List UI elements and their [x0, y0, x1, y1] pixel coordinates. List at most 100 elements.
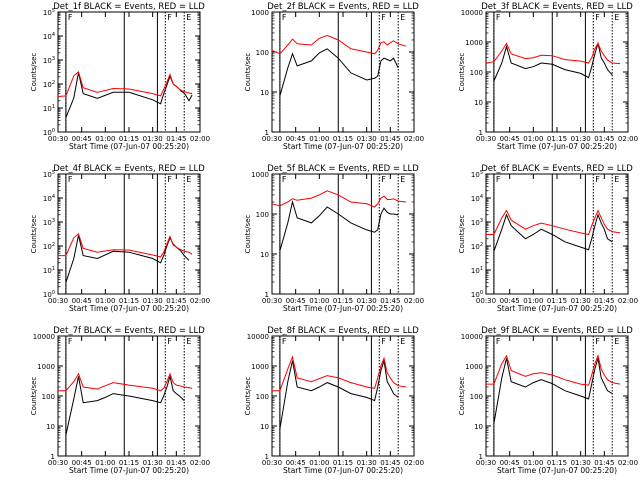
y-axis-label: Counts/sec — [458, 53, 466, 92]
y-tick-exponent: 4 — [52, 194, 55, 200]
x-tick-label: 01:30 — [143, 459, 163, 467]
y-axis-label: Counts/sec — [458, 377, 466, 416]
y-tick-label: 105 — [43, 8, 55, 17]
y-tick-label: 100 — [42, 393, 55, 401]
plot-frame — [485, 173, 629, 295]
series-line-lld — [58, 372, 193, 392]
x-tick-label: 00:45 — [286, 297, 306, 305]
panel-1: Det_1f BLACK = Events, RED = LLD10010110… — [30, 2, 210, 151]
y-axis-label: Counts/sec — [30, 377, 38, 416]
x-tick-label: 01:30 — [143, 135, 163, 143]
marker-label: E — [400, 175, 405, 184]
x-axis-label: Start Time (07-Jun-07 00:25:20) — [497, 304, 617, 313]
y-axis-label: Counts/sec — [30, 53, 38, 92]
marker-label: E — [614, 175, 619, 184]
x-tick-label: 00:30 — [476, 459, 496, 467]
y-tick-exponent: 5 — [480, 170, 483, 176]
plot-frame — [57, 11, 201, 133]
panel-title: Det_9f BLACK = Events, RED = LLD — [481, 326, 633, 336]
panel-5: Det_5f BLACK = Events, RED = LLD 1 10 100 10… — [244, 164, 424, 313]
x-tick-label: 01:45 — [166, 135, 186, 143]
y-tick-label: 100 — [256, 49, 269, 57]
x-tick-label: 01:30 — [357, 297, 377, 305]
marker-label: F — [68, 337, 73, 346]
series-line-events — [493, 41, 613, 82]
plot-frame — [271, 335, 415, 457]
y-tick-label: 10000 — [461, 333, 483, 341]
x-tick-label: 01:45 — [380, 297, 400, 305]
y-tick-label: 100 — [256, 393, 269, 401]
panel-title: Det_1f BLACK = Events, RED = LLD — [53, 2, 205, 12]
x-tick-label: 01:15 — [333, 297, 353, 305]
x-tick-label: 01:15 — [333, 135, 353, 143]
x-tick-label: 02:00 — [618, 135, 638, 143]
series-line-events — [493, 358, 613, 424]
y-tick-label: 100 — [471, 290, 483, 299]
y-tick-exponent: 0 — [480, 290, 483, 296]
x-tick-label: 01:15 — [119, 297, 139, 305]
marker-label: E — [400, 337, 405, 346]
panel-9: Det_9f BLACK = Events, RED = LLD 1 10 100 10… — [458, 326, 638, 475]
x-tick-label: 00:45 — [72, 459, 92, 467]
x-tick-label: 01:00 — [523, 135, 543, 143]
y-tick-label: 10 — [260, 89, 269, 97]
x-axis-label: Start Time (07-Jun-07 00:25:20) — [283, 466, 403, 475]
series-line-lld — [485, 42, 621, 65]
x-tick-label: 01:00 — [309, 297, 329, 305]
x-tick-label: 00:45 — [286, 135, 306, 143]
x-tick-label: 02:00 — [404, 459, 424, 467]
y-tick-exponent: 4 — [480, 194, 483, 200]
x-tick-label: 02:00 — [404, 297, 424, 305]
x-axis-label: Start Time (07-Jun-07 00:25:20) — [283, 142, 403, 151]
y-tick-label: 10 — [260, 251, 269, 259]
y-tick-label: 100 — [43, 290, 55, 299]
panel-4: Det_4f BLACK = Events, RED = LLD10010110… — [30, 164, 210, 313]
x-tick-label: 00:30 — [262, 459, 282, 467]
y-tick-label: 102 — [43, 80, 55, 89]
panel-6: Det_6f BLACK = Events, RED = LLD10010110… — [458, 164, 638, 313]
y-tick-label: 100 — [470, 393, 483, 401]
marker-label: F — [381, 337, 386, 346]
y-tick-label: 10 — [474, 99, 483, 107]
x-tick-label: 00:45 — [500, 135, 520, 143]
x-tick-label: 01:15 — [119, 459, 139, 467]
x-tick-label: 00:30 — [476, 297, 496, 305]
series-line-lld — [58, 233, 193, 258]
x-tick-label: 01:15 — [333, 459, 353, 467]
y-axis-label: Counts/sec — [244, 377, 252, 416]
panel-7: Det_7f BLACK = Events, RED = LLD 1 10 100 10… — [30, 326, 210, 475]
y-tick-label: 100 — [470, 69, 483, 77]
x-tick-label: 01:00 — [523, 459, 543, 467]
x-axis-label: Start Time (07-Jun-07 00:25:20) — [69, 142, 189, 151]
x-tick-label: 01:30 — [357, 459, 377, 467]
series-line-events — [279, 48, 399, 97]
y-tick-label: 100 — [256, 211, 269, 219]
marker-label: F — [496, 175, 501, 184]
y-tick-label: 1000 — [251, 171, 269, 179]
x-tick-label: 02:00 — [190, 459, 210, 467]
x-tick-label: 01:45 — [594, 459, 614, 467]
y-tick-exponent: 5 — [52, 170, 55, 176]
x-tick-label: 01:15 — [547, 459, 567, 467]
y-tick-label: 104 — [471, 194, 483, 203]
y-tick-label: 10000 — [33, 333, 55, 341]
marker-label: F — [496, 13, 501, 22]
y-tick-label: 1 — [265, 291, 269, 299]
y-tick-exponent: 1 — [480, 266, 483, 272]
x-tick-label: 01:45 — [380, 459, 400, 467]
x-tick-label: 01:45 — [166, 459, 186, 467]
x-tick-label: 00:30 — [476, 135, 496, 143]
y-tick-label: 1 — [479, 129, 483, 137]
y-tick-label: 103 — [471, 218, 483, 227]
y-tick-label: 1 — [265, 453, 269, 461]
plot-frame — [57, 173, 201, 295]
y-tick-label: 1 — [479, 453, 483, 461]
marker-label: E — [186, 175, 191, 184]
y-tick-label: 102 — [471, 242, 483, 251]
plot-frame — [485, 11, 629, 133]
y-tick-label: 104 — [43, 194, 55, 203]
x-tick-label: 01:45 — [594, 297, 614, 305]
x-tick-label: 01:15 — [119, 135, 139, 143]
y-tick-label: 101 — [43, 266, 55, 275]
y-tick-label: 100 — [43, 128, 55, 137]
